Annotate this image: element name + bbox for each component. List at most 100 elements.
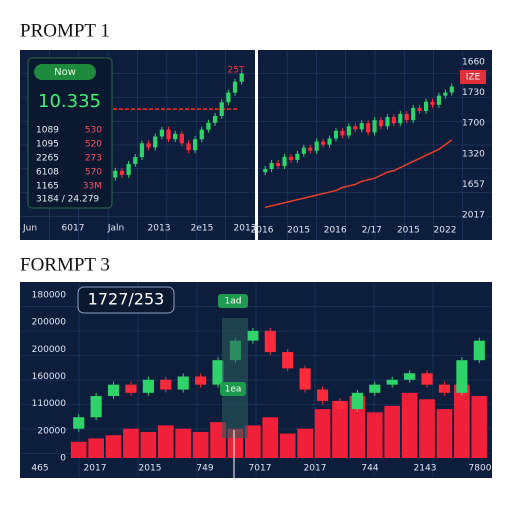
row-left: 2265 bbox=[36, 154, 59, 164]
candle-body bbox=[125, 384, 137, 393]
y-label: 1657 bbox=[462, 180, 485, 190]
row-left: 1165 bbox=[36, 182, 59, 192]
candle-body bbox=[430, 101, 435, 105]
volume-bar bbox=[245, 425, 261, 458]
candle-body bbox=[378, 120, 384, 127]
row-left: 1089 bbox=[36, 126, 59, 136]
candle-body bbox=[372, 120, 377, 133]
x-label: 2017 bbox=[84, 464, 107, 474]
candle-body bbox=[443, 92, 448, 96]
row-left: 1095 bbox=[36, 140, 59, 150]
candle-body bbox=[146, 143, 151, 148]
value-box-text: 1727/253 bbox=[88, 290, 165, 309]
volume-bar bbox=[262, 417, 279, 458]
candle-body bbox=[219, 102, 224, 116]
x-label: 2015 bbox=[397, 226, 420, 236]
y-label: 1700 bbox=[462, 119, 485, 129]
candle-body bbox=[386, 379, 398, 385]
volume-bar bbox=[279, 433, 296, 458]
x-label: 2013 bbox=[148, 224, 171, 234]
row-right: 570 bbox=[85, 168, 102, 178]
candle-body bbox=[239, 73, 244, 82]
candle-body bbox=[404, 373, 416, 380]
highlight bbox=[222, 318, 248, 438]
volume-bar bbox=[471, 396, 488, 458]
volume-bar bbox=[123, 428, 139, 458]
candle-body bbox=[269, 162, 274, 170]
volume-bar bbox=[366, 412, 383, 458]
candle-body bbox=[159, 129, 165, 137]
candle-body bbox=[153, 136, 158, 148]
candle-body bbox=[366, 123, 371, 133]
x-label: 2013 bbox=[234, 224, 257, 234]
candle-body bbox=[133, 157, 138, 164]
volume-bar bbox=[332, 400, 348, 458]
y-label: 180000 bbox=[32, 291, 67, 301]
x-label: 7800 bbox=[469, 464, 492, 474]
candle-body bbox=[421, 373, 433, 385]
volume-bar bbox=[175, 428, 192, 458]
volume-bar bbox=[419, 399, 435, 458]
candle-body bbox=[282, 156, 287, 167]
volume-bar bbox=[88, 438, 104, 458]
volume-bar bbox=[297, 428, 313, 458]
candle-body bbox=[299, 368, 311, 390]
volume-bar bbox=[140, 431, 157, 458]
row-right: 530 bbox=[85, 126, 102, 136]
volume-bar bbox=[105, 435, 122, 458]
candle-body bbox=[113, 170, 118, 178]
candle-body bbox=[139, 143, 145, 158]
candle-body bbox=[247, 330, 259, 341]
candle-body bbox=[333, 130, 339, 139]
candle-body bbox=[369, 384, 381, 393]
candle-body bbox=[212, 360, 224, 385]
candle-body bbox=[263, 169, 268, 173]
row-right: 273 bbox=[85, 154, 102, 164]
candle-body bbox=[173, 133, 178, 140]
trend-line bbox=[265, 139, 453, 209]
candle-body bbox=[166, 129, 171, 140]
candle-body bbox=[398, 114, 403, 124]
x-label: 744 bbox=[361, 464, 378, 474]
heading: PROMPT 1 bbox=[20, 20, 110, 41]
row-right: 33M bbox=[83, 182, 102, 192]
y-label: 1660 bbox=[462, 58, 485, 68]
candle-body bbox=[301, 147, 306, 154]
x-label: 2143 bbox=[414, 464, 437, 474]
heading: FORMPT 3 bbox=[20, 254, 110, 275]
candle-body bbox=[327, 138, 332, 145]
candle-body bbox=[288, 156, 294, 160]
value-box bbox=[77, 286, 175, 314]
volume-bar bbox=[192, 431, 209, 458]
y-label: 2017 bbox=[462, 211, 485, 221]
volume-bar bbox=[401, 392, 418, 458]
footer: 3184 / 24.279 bbox=[36, 195, 99, 205]
x-label: 7017 bbox=[249, 464, 272, 474]
volume-bar bbox=[210, 422, 226, 458]
candle-body bbox=[391, 117, 396, 124]
candle-body bbox=[232, 81, 238, 93]
candle-body bbox=[321, 141, 326, 145]
candle-body bbox=[73, 417, 85, 429]
candle-body bbox=[417, 107, 422, 111]
candle-body bbox=[212, 115, 218, 123]
y-label: 0 bbox=[60, 454, 66, 464]
y-label: 200000 bbox=[32, 345, 67, 355]
candle-body bbox=[346, 126, 351, 136]
candle-body bbox=[119, 170, 125, 175]
candle-body bbox=[456, 360, 468, 393]
volume-bar bbox=[436, 409, 453, 458]
badge bbox=[218, 294, 248, 308]
y-label: 200000 bbox=[32, 318, 67, 328]
candle-body bbox=[160, 379, 172, 390]
y-label: 20000 bbox=[37, 426, 66, 436]
x-label: 749 bbox=[196, 464, 213, 474]
badge-text: 1ad bbox=[225, 297, 242, 307]
row-right: 520 bbox=[85, 140, 102, 150]
x-label: 2015 bbox=[287, 226, 310, 236]
candle-body bbox=[473, 340, 485, 361]
candle-body bbox=[359, 123, 364, 130]
y-label: 1730 bbox=[462, 88, 485, 98]
candle-body bbox=[308, 147, 313, 151]
